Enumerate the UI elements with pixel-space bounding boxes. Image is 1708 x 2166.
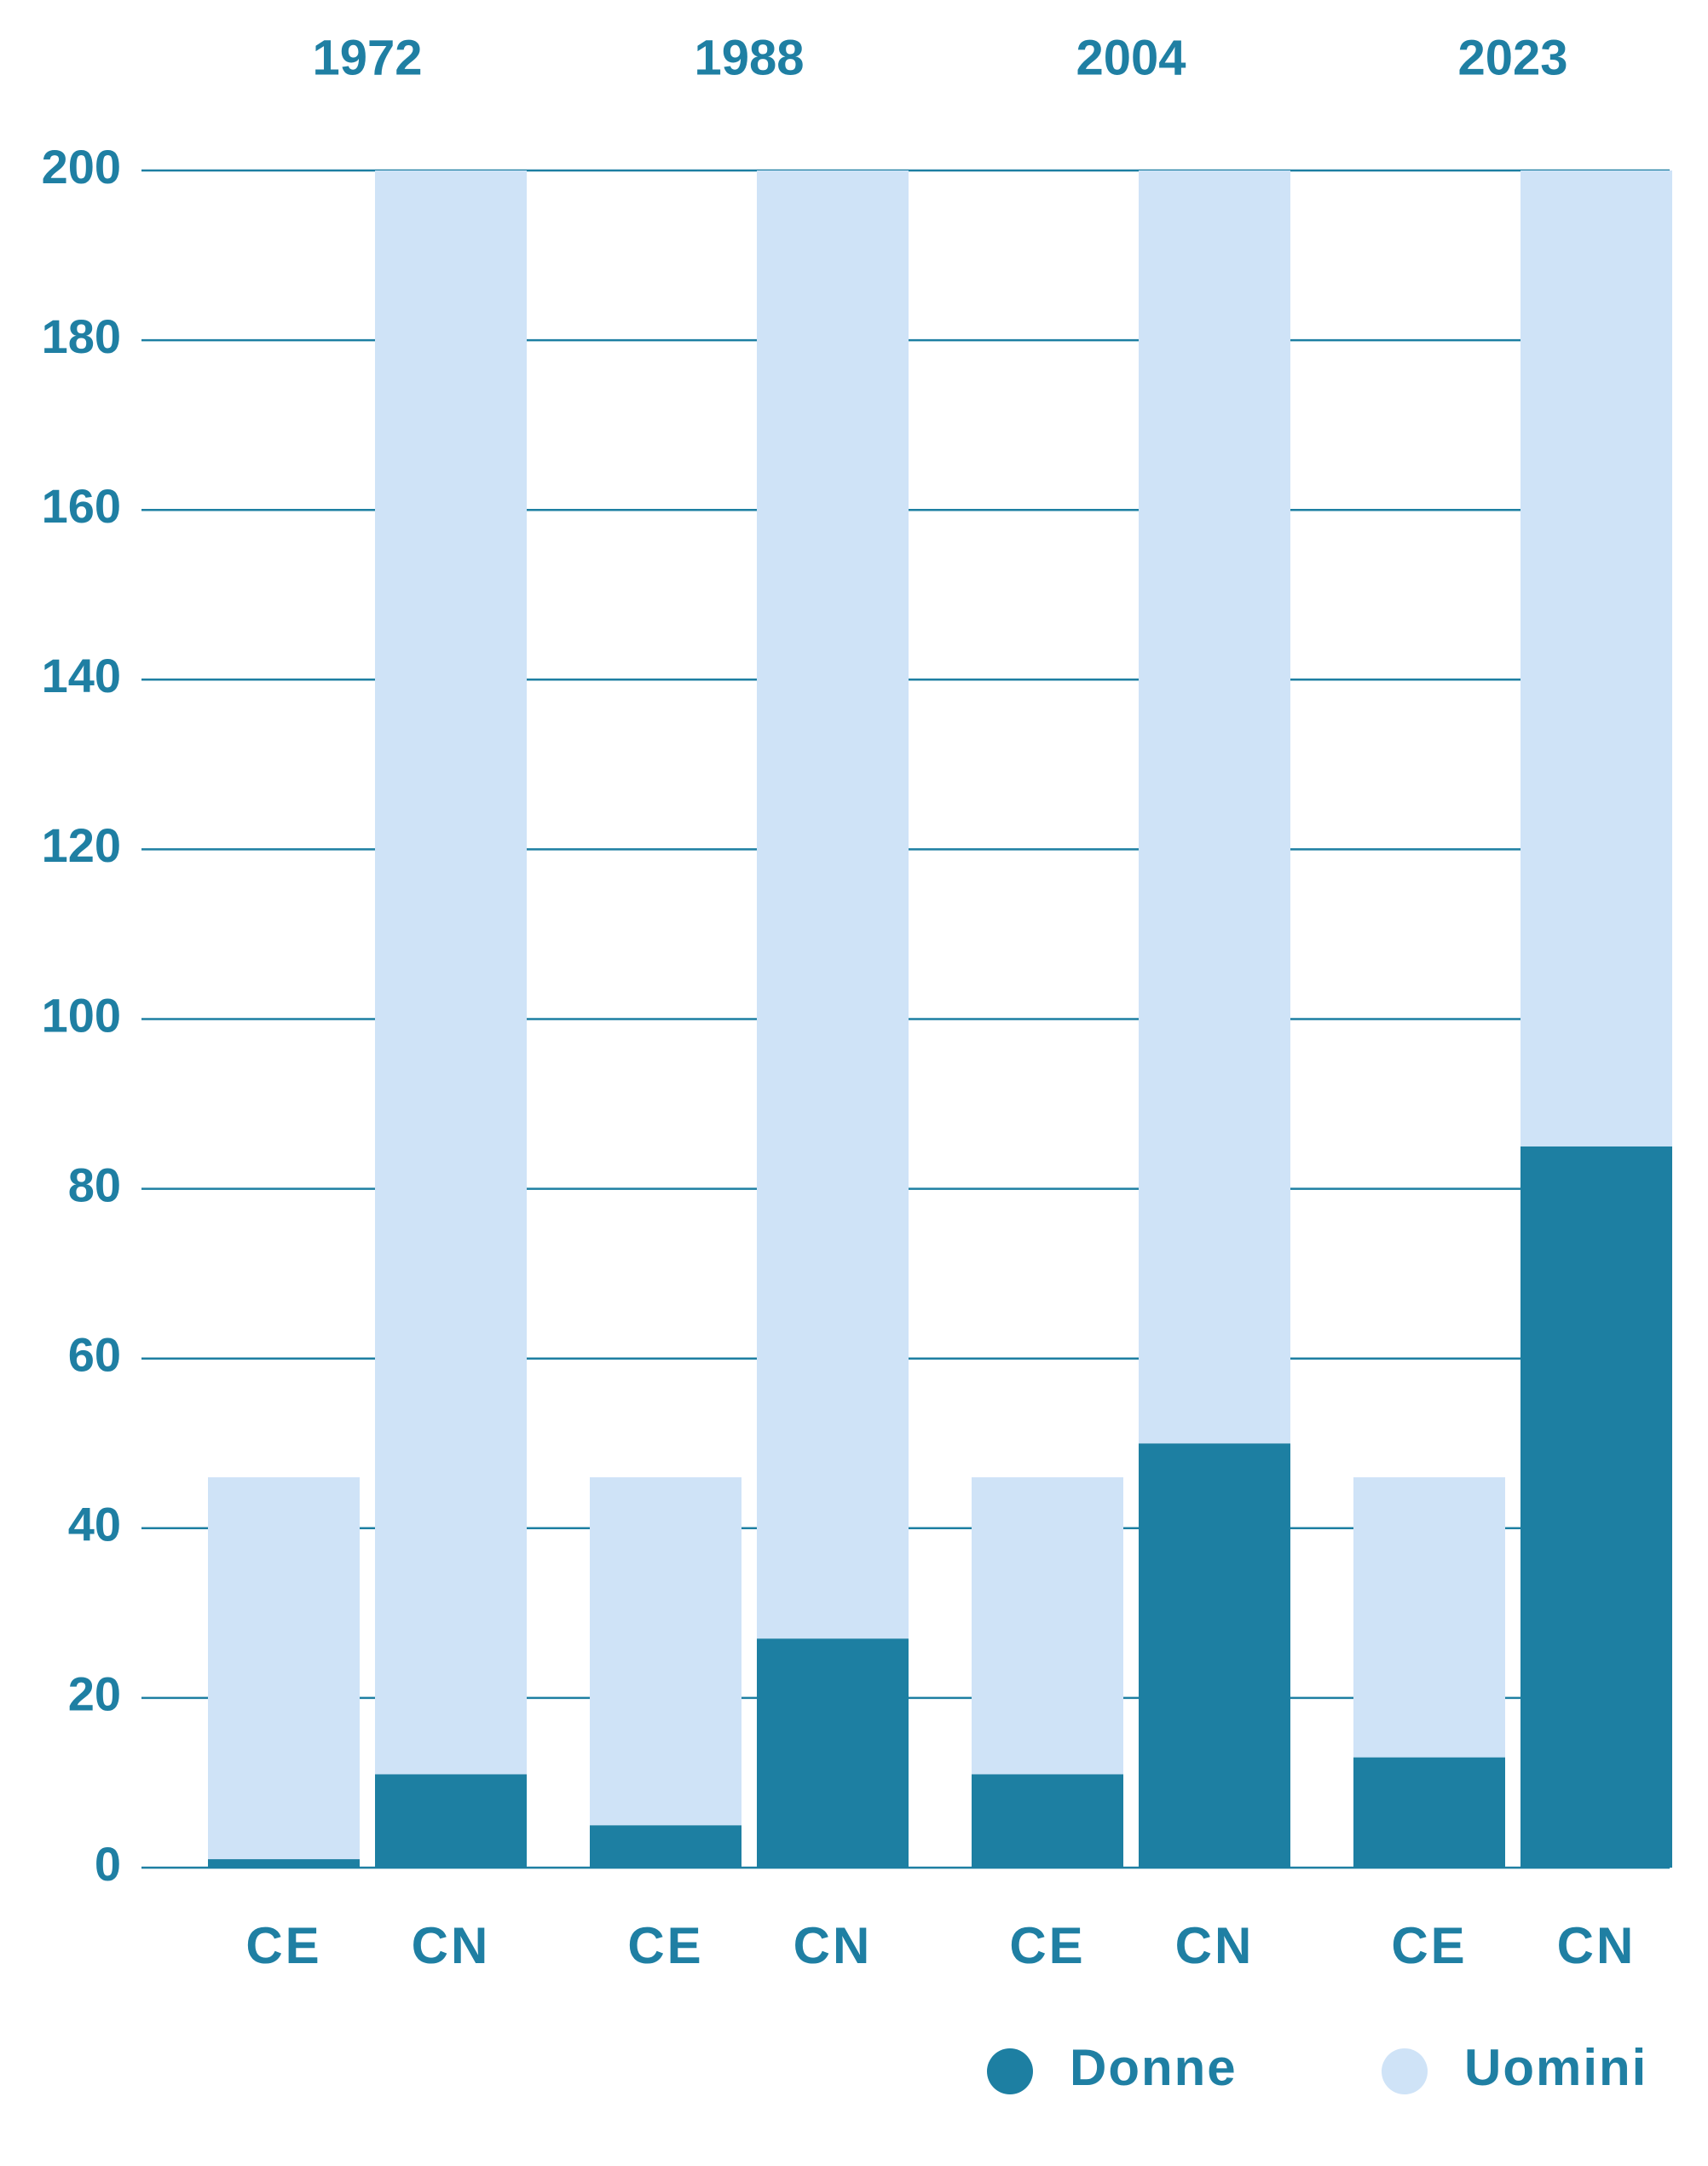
y-tick-label: 40 (68, 1498, 121, 1551)
group-label: 2023 (1457, 30, 1567, 85)
y-tick-label: 80 (68, 1158, 121, 1211)
bar-segment (757, 1638, 909, 1868)
bar-segment (590, 1477, 741, 1826)
y-tick-label: 20 (68, 1667, 121, 1721)
group-label: 1988 (694, 30, 804, 85)
y-tick-label: 200 (42, 140, 121, 193)
bar-segment (590, 1825, 741, 1868)
x-tick-label: CE (1391, 1917, 1467, 1974)
bar-segment (972, 1774, 1123, 1868)
legend-marker (1382, 2048, 1428, 2094)
x-tick-label: CN (793, 1917, 873, 1974)
y-tick-label: 160 (42, 479, 121, 533)
group-label: 2004 (1076, 30, 1186, 85)
bar-segment (1139, 1443, 1290, 1868)
legend-marker (987, 2048, 1033, 2094)
bar-segment (1139, 170, 1290, 1444)
bar-segment (1353, 1477, 1505, 1758)
y-tick-label: 120 (42, 818, 121, 872)
x-tick-label: CN (1175, 1917, 1255, 1974)
x-tick-label: CN (1557, 1917, 1636, 1974)
legend-label: Uomini (1464, 2039, 1647, 2096)
x-tick-label: CE (245, 1917, 321, 1974)
x-tick-label: CE (1009, 1917, 1085, 1974)
bar-segment (375, 170, 527, 1775)
legend-label: Donne (1070, 2039, 1238, 2096)
x-tick-label: CE (627, 1917, 703, 1974)
bar-segment (1353, 1757, 1505, 1868)
bar-segment (972, 1477, 1123, 1775)
y-tick-label: 60 (68, 1327, 121, 1381)
y-tick-label: 140 (42, 649, 121, 702)
y-tick-label: 100 (42, 988, 121, 1042)
bar-segment (208, 1477, 360, 1860)
bar-segment (375, 1774, 527, 1868)
x-tick-label: CN (412, 1917, 491, 1974)
group-label: 1972 (312, 30, 422, 85)
bar-segment (1520, 1146, 1672, 1868)
bar-segment (757, 170, 909, 1639)
bar-segment (1520, 170, 1672, 1147)
y-tick-label: 180 (42, 309, 121, 363)
y-tick-label: 0 (95, 1837, 121, 1891)
bar-segment (208, 1859, 360, 1868)
